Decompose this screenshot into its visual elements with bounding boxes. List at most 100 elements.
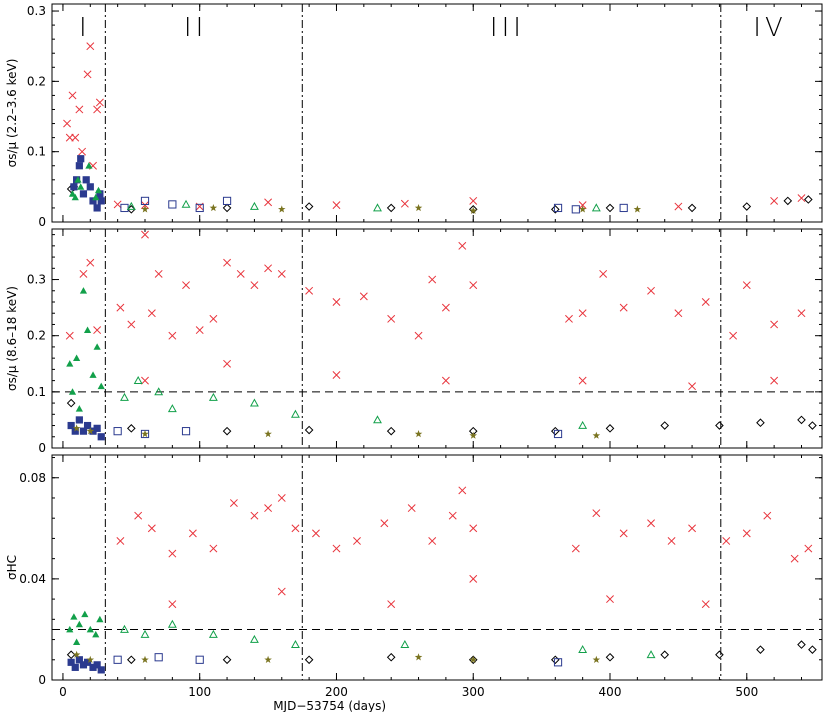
diamond-marker — [304, 425, 314, 435]
star-marker — [264, 655, 272, 663]
cross-marker — [332, 298, 341, 306]
cross-marker — [305, 286, 314, 295]
y-tick-label: 0 — [38, 215, 46, 229]
filled-square-marker — [75, 656, 83, 664]
open-triangle-marker — [140, 629, 150, 638]
cross-marker — [95, 98, 104, 107]
open-triangle-marker — [120, 624, 129, 633]
x-axis-label: MJD−53754 (days) — [273, 699, 386, 712]
filled-triangle-marker — [97, 382, 105, 390]
filled-triangle-marker — [66, 625, 74, 633]
cross-marker — [387, 600, 396, 609]
open-square-marker — [113, 427, 122, 436]
cross-marker — [688, 382, 697, 391]
cross-marker — [312, 529, 320, 538]
cross-marker — [83, 70, 92, 79]
filled-square-marker — [79, 190, 88, 198]
y-axis-label: σs/μ (2.2–3.6 keV) — [5, 59, 19, 168]
cross-marker — [154, 269, 163, 278]
diamond-marker — [127, 655, 136, 665]
data-points — [66, 486, 817, 674]
diamond-marker — [304, 655, 314, 665]
filled-square-marker — [67, 421, 75, 430]
open-triangle-marker — [249, 398, 259, 407]
cross-marker — [168, 600, 177, 609]
diamond-marker — [742, 202, 752, 211]
cross-marker — [400, 199, 409, 208]
open-square-marker — [553, 658, 563, 667]
cross-marker — [182, 281, 190, 290]
plot-frame — [51, 3, 823, 223]
filled-square-marker — [86, 183, 94, 191]
x-tick-label: 500 — [735, 685, 758, 699]
cross-marker — [387, 314, 396, 323]
cross-marker — [264, 264, 273, 273]
state-label: IV — [753, 13, 786, 43]
filled-triangle-marker — [68, 388, 77, 395]
open-square-marker — [113, 655, 122, 664]
state-label: III — [490, 13, 525, 43]
filled-square-marker — [67, 658, 75, 666]
cross-marker — [571, 544, 580, 553]
cross-marker — [116, 303, 125, 312]
open-triangle-marker — [400, 639, 410, 648]
cross-marker — [647, 519, 655, 528]
filled-triangle-marker — [74, 176, 82, 183]
y-tick-label: 0.2 — [27, 74, 46, 88]
filled-triangle-marker — [77, 183, 85, 190]
filled-square-marker — [89, 427, 97, 435]
filled-triangle-marker — [96, 615, 104, 623]
diamond-marker — [687, 203, 697, 213]
open-triangle-marker — [167, 619, 177, 628]
panel-bottom: 0 0.04 0.08 σHC 0 100 200 300 400 500 MJD−53754 (d… — [5, 454, 823, 712]
filled-triangle-marker — [75, 405, 83, 412]
cross-marker — [141, 230, 149, 239]
cross-marker — [701, 298, 710, 306]
star-marker — [86, 655, 95, 663]
data-points — [65, 230, 817, 441]
open-triangle-marker — [249, 634, 259, 643]
cross-marker — [578, 376, 587, 385]
plot-frame — [51, 454, 823, 681]
diamond-marker — [660, 650, 670, 660]
filled-square-marker — [71, 427, 79, 435]
star-marker — [469, 655, 477, 663]
cross-marker — [168, 331, 177, 340]
diamond-marker — [222, 203, 232, 213]
cross-marker — [65, 331, 74, 340]
cross-marker — [592, 509, 601, 518]
filled-square-marker — [89, 197, 97, 205]
filled-triangle-marker — [93, 343, 101, 350]
filled-triangle-marker — [92, 630, 100, 638]
y-tick-label: 0.1 — [27, 385, 46, 399]
cross-marker — [599, 269, 608, 278]
filled-triangle-marker — [85, 162, 93, 169]
cross-marker — [71, 133, 80, 142]
cross-marker — [448, 511, 457, 520]
cross-marker — [359, 292, 368, 301]
diamond-marker — [386, 652, 396, 662]
cross-marker — [414, 331, 423, 340]
star-marker — [86, 427, 95, 435]
filled-square-marker — [97, 433, 105, 441]
diamond-marker — [127, 424, 136, 433]
open-square-marker — [195, 203, 204, 213]
cross-marker — [770, 320, 779, 329]
filled-square-marker — [93, 661, 101, 669]
cross-marker — [223, 359, 232, 368]
cross-marker — [188, 529, 197, 538]
open-triangle-marker — [181, 199, 191, 208]
filled-square-marker — [71, 663, 79, 671]
plot-frame — [51, 228, 823, 449]
filled-triangle-marker — [79, 287, 88, 294]
y-axis-label: σHC — [5, 555, 19, 580]
filled-triangle-marker — [73, 638, 81, 645]
cross-marker — [469, 196, 478, 205]
x-tick-label: 300 — [462, 685, 485, 699]
cross-marker — [458, 241, 467, 250]
star-marker — [264, 430, 272, 438]
star-marker — [592, 431, 601, 439]
filled-square-marker — [79, 661, 88, 669]
open-triangle-marker — [208, 629, 218, 638]
filled-square-marker — [83, 658, 92, 666]
